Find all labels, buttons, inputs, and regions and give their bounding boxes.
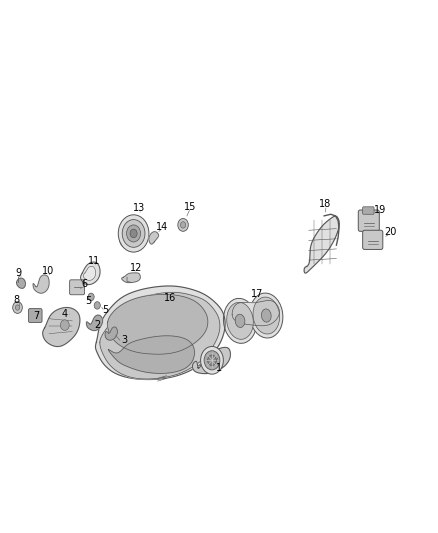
Polygon shape: [122, 273, 140, 282]
Ellipse shape: [261, 309, 271, 322]
Circle shape: [178, 219, 188, 231]
Text: 6: 6: [81, 279, 87, 289]
Polygon shape: [95, 286, 225, 379]
Text: 8: 8: [14, 295, 20, 304]
Text: 12: 12: [130, 263, 142, 272]
Polygon shape: [120, 220, 143, 248]
Circle shape: [94, 302, 100, 309]
FancyBboxPatch shape: [28, 309, 42, 322]
Polygon shape: [109, 336, 194, 374]
Polygon shape: [33, 275, 49, 293]
Circle shape: [130, 229, 137, 238]
Circle shape: [13, 302, 22, 313]
Polygon shape: [108, 294, 208, 354]
Text: 17: 17: [251, 289, 264, 299]
Circle shape: [60, 320, 69, 330]
Polygon shape: [81, 262, 100, 285]
Text: 2: 2: [94, 320, 100, 330]
Polygon shape: [192, 348, 230, 374]
Ellipse shape: [250, 293, 283, 338]
Ellipse shape: [223, 298, 257, 343]
Circle shape: [118, 215, 149, 252]
Polygon shape: [232, 301, 279, 326]
Polygon shape: [17, 278, 25, 288]
Circle shape: [208, 355, 216, 366]
Text: 14: 14: [156, 222, 168, 231]
Text: 15: 15: [184, 202, 197, 212]
Polygon shape: [43, 308, 80, 346]
Text: 16: 16: [164, 294, 176, 303]
Text: 13: 13: [133, 203, 145, 213]
Text: 3: 3: [122, 335, 128, 345]
Polygon shape: [86, 315, 102, 330]
FancyBboxPatch shape: [70, 280, 85, 295]
FancyBboxPatch shape: [363, 230, 383, 249]
FancyBboxPatch shape: [358, 210, 379, 231]
Ellipse shape: [253, 297, 279, 334]
Polygon shape: [105, 327, 117, 340]
Circle shape: [201, 346, 223, 374]
Circle shape: [180, 222, 186, 228]
Text: 10: 10: [42, 266, 54, 276]
Text: 7: 7: [33, 311, 39, 320]
Polygon shape: [149, 232, 159, 244]
Circle shape: [88, 293, 94, 301]
Circle shape: [15, 305, 20, 310]
Text: 20: 20: [385, 228, 397, 237]
FancyBboxPatch shape: [363, 207, 374, 214]
Circle shape: [204, 351, 220, 370]
Circle shape: [122, 220, 145, 247]
Circle shape: [127, 225, 141, 242]
Text: 4: 4: [62, 310, 68, 319]
Text: 5: 5: [85, 296, 92, 306]
Text: 1: 1: [216, 363, 222, 373]
Text: 18: 18: [319, 199, 331, 208]
Ellipse shape: [227, 302, 253, 340]
Ellipse shape: [235, 314, 245, 327]
Polygon shape: [83, 266, 95, 280]
Text: 9: 9: [15, 268, 21, 278]
Text: 11: 11: [88, 256, 100, 266]
Polygon shape: [100, 292, 220, 379]
Polygon shape: [304, 216, 339, 273]
Text: 19: 19: [374, 205, 386, 215]
Text: 5: 5: [102, 305, 108, 315]
